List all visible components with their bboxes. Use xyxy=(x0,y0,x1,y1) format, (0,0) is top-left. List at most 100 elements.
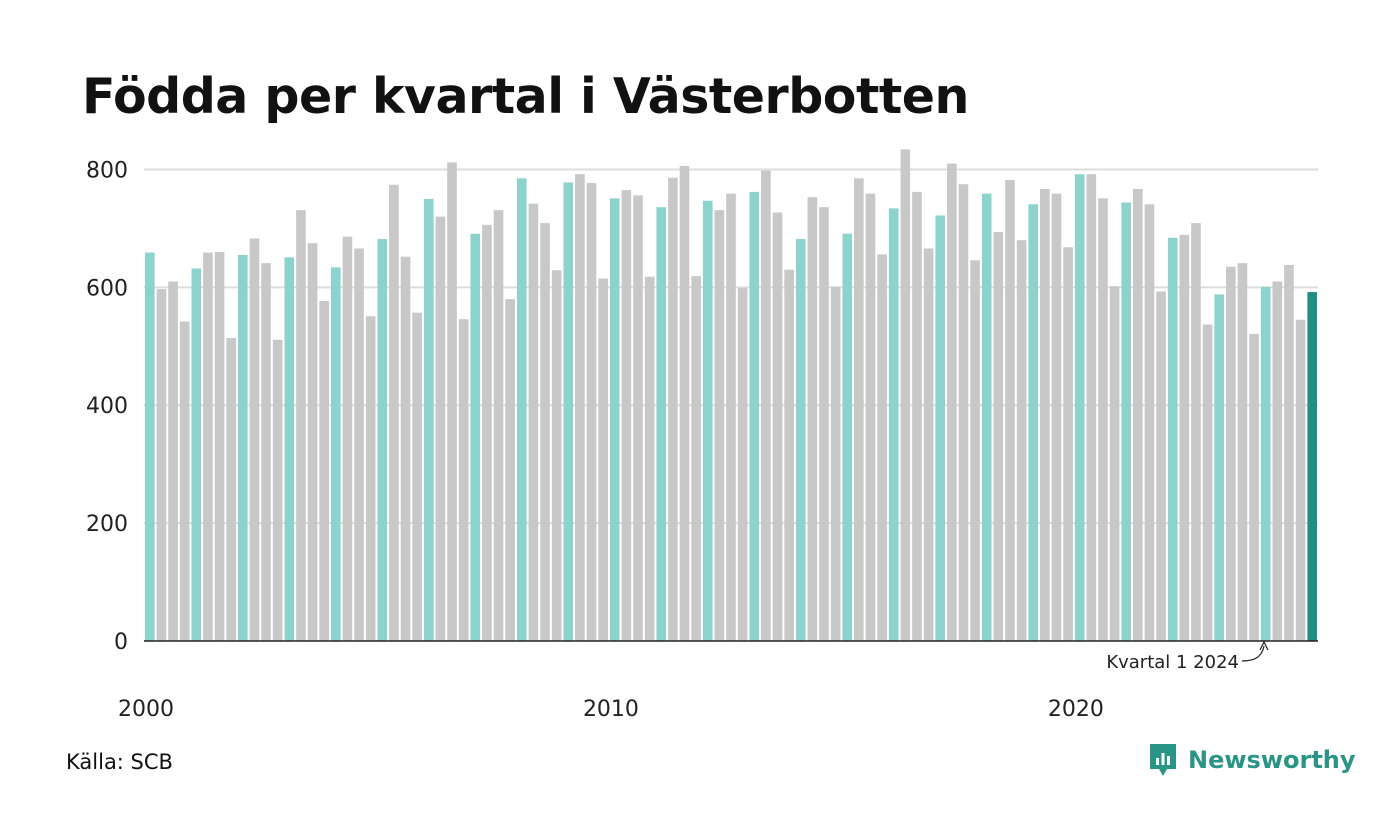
bar xyxy=(842,233,853,641)
annotation: Kvartal 1 2024 xyxy=(1106,640,1269,673)
bar xyxy=(784,269,794,641)
bar xyxy=(1074,174,1085,641)
bar xyxy=(528,203,539,641)
bar xyxy=(447,162,457,641)
bar xyxy=(888,208,899,641)
bar xyxy=(516,178,527,641)
bar xyxy=(935,215,946,641)
bar xyxy=(226,338,236,641)
newsworthy-logo-icon xyxy=(1150,744,1176,776)
bar xyxy=(540,223,550,641)
x-tick-label: 2020 xyxy=(1048,697,1104,722)
bar xyxy=(1098,198,1108,642)
bar xyxy=(702,200,713,641)
x-axis-ticks: 2000 2010 2020 xyxy=(118,697,1104,722)
bar xyxy=(1144,204,1155,641)
annotation-arrowhead xyxy=(1259,640,1269,651)
bar-chart: 0 200 400 600 800 2000 2010 2020 Kvartal 1 202… xyxy=(86,149,1318,722)
bar xyxy=(1063,247,1073,641)
bar xyxy=(296,210,306,641)
bar xyxy=(505,299,515,641)
bar xyxy=(354,248,364,641)
bar xyxy=(435,216,446,641)
bar xyxy=(1016,240,1027,641)
bar xyxy=(586,183,597,642)
bar xyxy=(958,184,969,642)
x-tick-label: 2000 xyxy=(118,697,174,722)
bar xyxy=(400,256,411,641)
bar xyxy=(563,182,574,641)
bar xyxy=(145,252,155,642)
bar xyxy=(551,270,562,641)
bar xyxy=(1040,188,1050,641)
bar xyxy=(1179,234,1190,641)
source-note: Källa: SCB xyxy=(66,750,173,774)
bar xyxy=(423,198,434,642)
y-tick-label: 600 xyxy=(86,276,128,301)
bar xyxy=(1284,264,1294,641)
bar xyxy=(284,257,295,641)
bar xyxy=(1272,281,1283,641)
bar xyxy=(900,149,911,641)
bar xyxy=(458,319,469,641)
bar xyxy=(726,193,736,641)
bar xyxy=(1133,188,1143,641)
bar xyxy=(737,287,748,641)
bar xyxy=(1005,180,1015,641)
bar xyxy=(1121,202,1132,641)
bar xyxy=(679,165,690,641)
bar xyxy=(981,193,992,641)
bars xyxy=(145,149,1317,642)
y-tick-label: 200 xyxy=(86,512,128,537)
bar xyxy=(633,195,643,641)
chart-title: Födda per kvartal i Västerbotten xyxy=(82,68,969,125)
bar xyxy=(493,210,504,641)
bar xyxy=(772,212,783,641)
annotation-arrow xyxy=(1241,645,1265,662)
bar xyxy=(1086,174,1097,641)
bar xyxy=(575,174,585,641)
bar xyxy=(1237,263,1248,641)
bar xyxy=(830,286,841,641)
y-tick-label: 800 xyxy=(86,158,128,183)
bar xyxy=(761,170,771,641)
brand-logo: Newsworthy xyxy=(1148,742,1356,778)
bar xyxy=(261,263,271,641)
bar xyxy=(1214,294,1225,641)
bar xyxy=(598,278,608,641)
bar xyxy=(993,231,1004,641)
bar xyxy=(912,191,922,642)
y-tick-label: 400 xyxy=(86,394,128,419)
bar xyxy=(1295,319,1306,641)
brand-name: Newsworthy xyxy=(1188,746,1356,774)
annotation-label: Kvartal 1 2024 xyxy=(1106,652,1239,673)
y-tick-label: 0 xyxy=(114,630,128,655)
bar xyxy=(470,233,481,641)
bar xyxy=(947,163,957,641)
y-axis-ticks: 0 200 400 600 800 xyxy=(86,158,128,655)
bar xyxy=(1191,223,1201,641)
bar xyxy=(714,210,725,641)
bar xyxy=(377,239,388,641)
bar xyxy=(865,193,876,641)
bar xyxy=(621,190,632,641)
bar xyxy=(330,267,341,641)
bar xyxy=(342,236,353,642)
bar xyxy=(644,276,655,641)
bar xyxy=(970,260,980,641)
bar xyxy=(877,254,887,641)
bar xyxy=(412,312,422,641)
bar xyxy=(1167,237,1178,641)
bar xyxy=(819,207,829,642)
bar xyxy=(668,177,678,641)
bar xyxy=(923,248,934,641)
bar xyxy=(203,252,213,642)
bar xyxy=(389,184,399,641)
bar xyxy=(191,268,202,641)
bar xyxy=(1156,291,1166,641)
bar xyxy=(319,300,329,641)
bar xyxy=(272,339,283,641)
bar xyxy=(656,207,667,642)
bar xyxy=(1307,292,1317,641)
bar xyxy=(168,281,178,641)
